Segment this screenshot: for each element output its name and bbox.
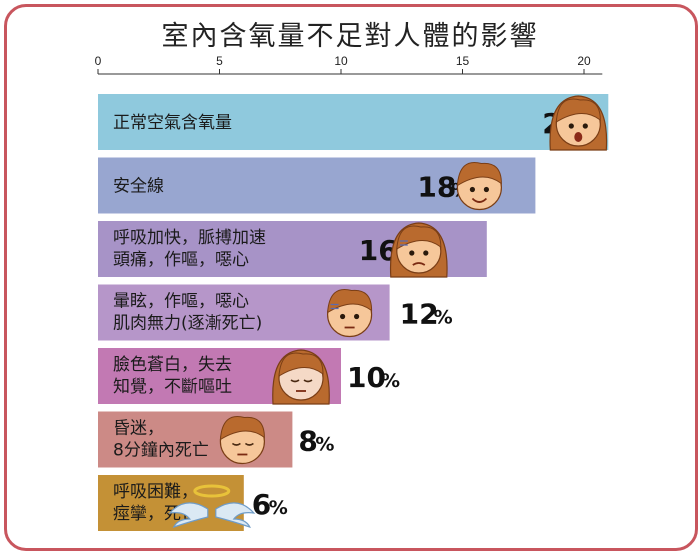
surprised-woman-face-icon — [549, 95, 608, 151]
x-tick-label: 5 — [216, 54, 223, 68]
category-label: 安全線 — [113, 177, 164, 197]
sick-woman-face-icon — [389, 222, 448, 278]
category-label: 8分鐘內死亡 — [113, 441, 209, 461]
category-label: 昏迷， — [113, 419, 164, 439]
category-label: 暈眩，作嘔，噁心 — [113, 292, 249, 312]
category-label: 臉色蒼白，失去 — [113, 355, 232, 375]
category-label: 呼吸困難， — [113, 482, 198, 502]
value-label: 8 — [298, 425, 317, 458]
value-label: 6 — [252, 488, 271, 521]
smiling-man-face-icon — [456, 162, 502, 211]
dizzy-man-face-icon — [327, 289, 373, 338]
category-label: 知覺，不斷嘔吐 — [113, 377, 232, 397]
x-tick-label: 15 — [456, 54, 470, 68]
x-tick-label: 0 — [95, 54, 102, 68]
bar — [98, 475, 244, 531]
value-suffix-label: % — [269, 497, 288, 519]
category-label: 呼吸加快，脈搏加速 — [113, 228, 266, 248]
value-label: 10 — [347, 361, 386, 394]
chart-title: 室內含氧量不足對人體的影響 — [161, 21, 539, 52]
value-label: 12 — [400, 298, 439, 331]
x-tick-label: 20 — [577, 54, 591, 68]
category-label: 頭痛，作嘔，噁心 — [113, 250, 249, 270]
value-suffix-label: % — [434, 307, 453, 329]
value-label: 18 — [417, 171, 456, 204]
unconscious-man-face-icon — [219, 416, 265, 465]
category-label: 正常空氣含氧量 — [113, 113, 232, 133]
angel-halo-wings-icon — [168, 484, 256, 529]
category-label: 肌肉無力(逐漸死亡) — [113, 314, 262, 334]
value-suffix-label: % — [315, 434, 334, 456]
bar — [98, 94, 609, 150]
fainting-woman-face-icon — [272, 349, 330, 405]
value-suffix-label: % — [381, 370, 400, 392]
x-tick-label: 10 — [334, 54, 348, 68]
